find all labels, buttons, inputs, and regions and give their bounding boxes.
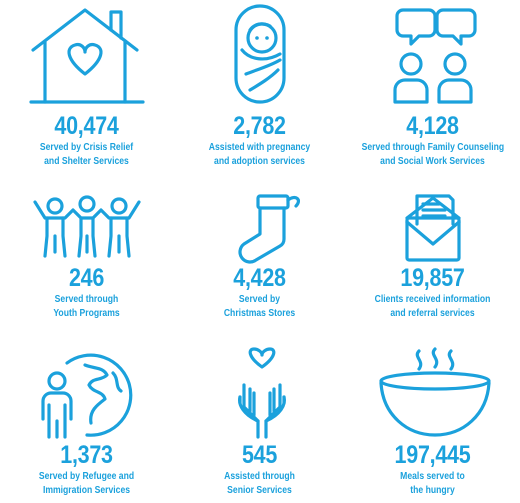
soup-bowl-icon (378, 347, 491, 437)
stat-number: 4,128 (406, 112, 459, 140)
globe-person-icon (40, 353, 132, 439)
stat-caption: Served by Christmas Stores (223, 293, 296, 319)
house-heart-icon (28, 8, 145, 104)
stat-family-counseling: 4,128 Served through Family Counseling an… (346, 0, 519, 168)
youth-group-icon (32, 195, 141, 258)
stat-refugee-immigration: 1,373 Served by Refugee and Immigration S… (0, 345, 173, 497)
stat-caption: Clients received information and referral… (374, 293, 491, 319)
stat-caption: Meals served to the hungry (400, 470, 465, 496)
hands-heart-icon (237, 347, 286, 439)
stat-caption: Served through Youth Programs (53, 293, 120, 319)
stat-number: 40,474 (54, 112, 119, 140)
stat-caption: Assisted with pregnancy and adoption serv… (208, 141, 311, 167)
counseling-people-icon (392, 8, 477, 104)
stat-number: 1,373 (60, 441, 113, 469)
stat-number: 19,857 (400, 264, 465, 292)
stat-meals-served: 197,445 Meals served to the hungry (346, 345, 519, 497)
stat-caption: Assisted through Senior Services (224, 470, 295, 496)
stat-caption: Served through Family Counseling and Soci… (361, 141, 505, 167)
stat-crisis-relief: 40,474 Served by Crisis Relief and Shelte… (0, 0, 173, 168)
stat-number: 2,782 (233, 112, 286, 140)
stat-senior-services: 545 Assisted through Senior Services (173, 345, 346, 497)
stat-pregnancy-adoption: 2,782 Assisted with pregnancy and adoptio… (173, 0, 346, 168)
stat-youth-programs: 246 Served through Youth Programs (0, 192, 173, 320)
stat-information-referral: 19,857 Clients received information and r… (346, 192, 519, 320)
stat-number: 197,445 (394, 441, 471, 469)
stat-number: 545 (241, 441, 278, 469)
envelope-letter-icon (404, 194, 461, 262)
stat-caption: Served by Crisis Relief and Shelter Servi… (39, 141, 134, 167)
christmas-stocking-icon (237, 194, 300, 264)
stat-number: 246 (68, 264, 105, 292)
stat-caption: Served by Refugee and Immigration Service… (38, 470, 135, 496)
swaddled-baby-icon (233, 4, 286, 104)
stat-christmas-stores: 4,428 Served by Christmas Stores (173, 192, 346, 320)
stat-number: 4,428 (233, 264, 286, 292)
